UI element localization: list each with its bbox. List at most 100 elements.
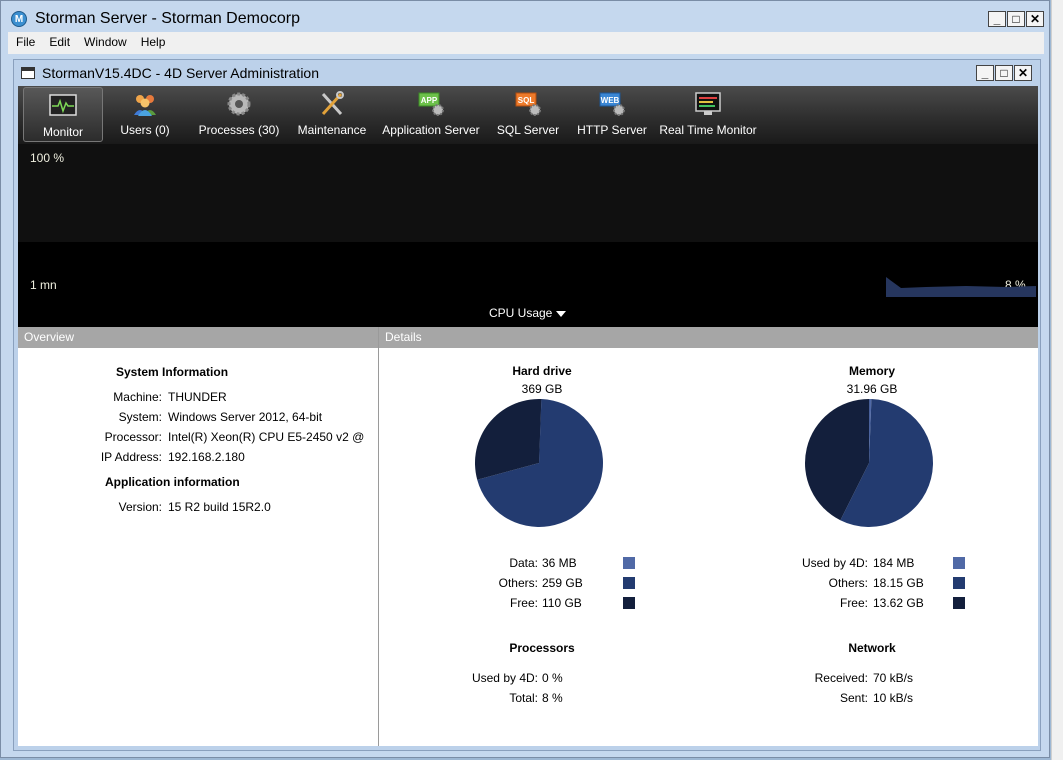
maximize-button[interactable]: □	[1007, 11, 1025, 27]
hard-drive-title: Hard drive	[512, 364, 572, 378]
ip-address-value: 192.168.2.180	[168, 450, 245, 464]
graph-upper-band	[18, 144, 1038, 242]
tab-maintenance[interactable]: Maintenance	[294, 86, 370, 144]
cpu-usage-dropdown[interactable]: CPU Usage	[489, 306, 567, 320]
memory-slice-1	[840, 399, 933, 527]
menu-bar: File Edit Window Help	[8, 32, 1044, 54]
system-value: Windows Server 2012, 64-bit	[168, 410, 323, 424]
tab-processes-label: Processes (30)	[198, 123, 280, 137]
sql-badge: SQL	[518, 96, 535, 105]
mem-others-label: Others:	[828, 576, 868, 590]
tab-application-server[interactable]: APP Application Server	[380, 86, 482, 144]
cpu-usage-graph: 100 % 1 mn 8 % CPU Usage	[18, 144, 1038, 327]
tab-http-server-label: HTTP Server	[577, 123, 647, 137]
menu-file[interactable]: File	[16, 35, 36, 49]
admin-window: StormanV15.4DC - 4D Server Administratio…	[13, 59, 1041, 751]
monitor-icon	[49, 94, 77, 116]
hd-free-swatch	[623, 597, 635, 609]
maintenance-tools-icon	[321, 91, 344, 116]
tab-users-label: Users (0)	[120, 123, 170, 137]
document-window-icon	[21, 67, 35, 79]
hard-drive-pie-chart	[475, 399, 603, 527]
details-header: Details	[379, 327, 1038, 348]
hd-free-value: 110 GB	[542, 596, 582, 610]
menu-edit[interactable]: Edit	[49, 35, 71, 49]
tab-http-server[interactable]: WEB HTTP Server	[574, 86, 650, 144]
tab-sql-server[interactable]: SQL SQL Server	[492, 86, 564, 144]
admin-minimize-button[interactable]: _	[976, 65, 994, 81]
machine-value: THUNDER	[168, 390, 227, 404]
net-received-label: Received:	[814, 671, 868, 685]
menu-help[interactable]: Help	[140, 35, 166, 49]
overview-header: Overview	[18, 327, 378, 348]
hd-others-value: 259 GB	[542, 576, 583, 590]
proc-total-label: Total:	[509, 691, 538, 705]
system-info-title: System Information	[116, 365, 229, 379]
admin-close-button[interactable]: ✕	[1014, 65, 1032, 81]
admin-content: Monitor Users (0) Processes (30)	[18, 86, 1038, 746]
ip-address-label: IP Address:	[100, 450, 162, 464]
panel-divider	[378, 327, 379, 746]
background-window-edge	[1051, 0, 1063, 760]
tab-processes[interactable]: Processes (30)	[194, 86, 284, 144]
mem-free-label: Free:	[839, 596, 868, 610]
tab-monitor[interactable]: Monitor	[23, 87, 103, 142]
cpu-usage-dropdown-label: CPU Usage	[489, 306, 553, 320]
admin-maximize-button[interactable]: □	[995, 65, 1013, 81]
processors-title: Processors	[509, 641, 575, 655]
proc-used-label: Used by 4D:	[471, 671, 538, 685]
realtime-monitor-icon	[695, 92, 721, 115]
app-server-icon: APP	[418, 92, 444, 116]
memory-title: Memory	[848, 364, 895, 378]
window-title: Storman Server - Storman Democorp	[35, 10, 300, 27]
memory-slice-0	[869, 399, 872, 463]
hd-data-swatch	[623, 557, 635, 569]
tab-real-time-monitor[interactable]: Real Time Monitor	[656, 86, 760, 144]
processor-label: Processor:	[104, 430, 162, 444]
minimize-button[interactable]: _	[988, 11, 1006, 27]
tab-real-time-monitor-label: Real Time Monitor	[659, 123, 757, 137]
hd-free-label: Free:	[509, 596, 538, 610]
net-sent-label: Sent:	[839, 691, 868, 705]
net-received-value: 70 kB/s	[873, 671, 914, 685]
memory-slice-2	[805, 399, 870, 521]
hd-others-swatch	[623, 577, 635, 589]
hd-data-value: 36 MB	[542, 556, 577, 570]
toolbar: Monitor Users (0) Processes (30)	[18, 86, 1038, 144]
hd-others-label: Others:	[498, 576, 538, 590]
proc-used-value: 0 %	[542, 671, 563, 685]
tab-users[interactable]: Users (0)	[110, 86, 180, 144]
graph-time-label: 1 mn	[30, 278, 57, 292]
machine-label: Machine:	[113, 390, 162, 404]
processor-value: Intel(R) Xeon(R) CPU E5-2450 v2 @ 2.50GH…	[168, 430, 368, 444]
version-label: Version:	[118, 500, 162, 514]
users-icon	[134, 95, 156, 116]
mem-used-swatch	[953, 557, 965, 569]
app-badge: APP	[421, 96, 438, 105]
hard-drive-slice-2	[475, 399, 542, 480]
chevron-down-icon	[556, 310, 567, 317]
cpu-usage-area	[886, 277, 1036, 297]
window-titlebar: M Storman Server - Storman Democorp _ □ …	[1, 1, 1049, 31]
memory-total: 31.96 GB	[846, 382, 898, 396]
tab-maintenance-label: Maintenance	[297, 123, 367, 137]
version-value: 15 R2 build 15R2.0	[168, 500, 271, 514]
menu-window[interactable]: Window	[84, 35, 127, 49]
tab-monitor-label: Monitor	[42, 125, 83, 139]
proc-total-value: 8 %	[542, 691, 563, 705]
app-logo-icon: M	[11, 11, 27, 27]
close-button[interactable]: ✕	[1026, 11, 1044, 27]
network-title: Network	[848, 641, 896, 655]
web-badge: WEB	[601, 96, 620, 105]
admin-window-titlebar: StormanV15.4DC - 4D Server Administratio…	[14, 60, 1040, 86]
hd-data-label: Data:	[509, 556, 538, 570]
hard-drive-slice-1	[477, 399, 603, 527]
mem-free-value: 13.62 GB	[873, 596, 924, 610]
mem-used-value: 184 MB	[873, 556, 915, 570]
mem-free-swatch	[953, 597, 965, 609]
tab-application-server-label: Application Server	[382, 123, 480, 137]
http-server-icon: WEB	[599, 92, 625, 116]
admin-window-title: StormanV15.4DC - 4D Server Administratio…	[42, 65, 319, 81]
processes-gear-icon	[227, 92, 251, 116]
